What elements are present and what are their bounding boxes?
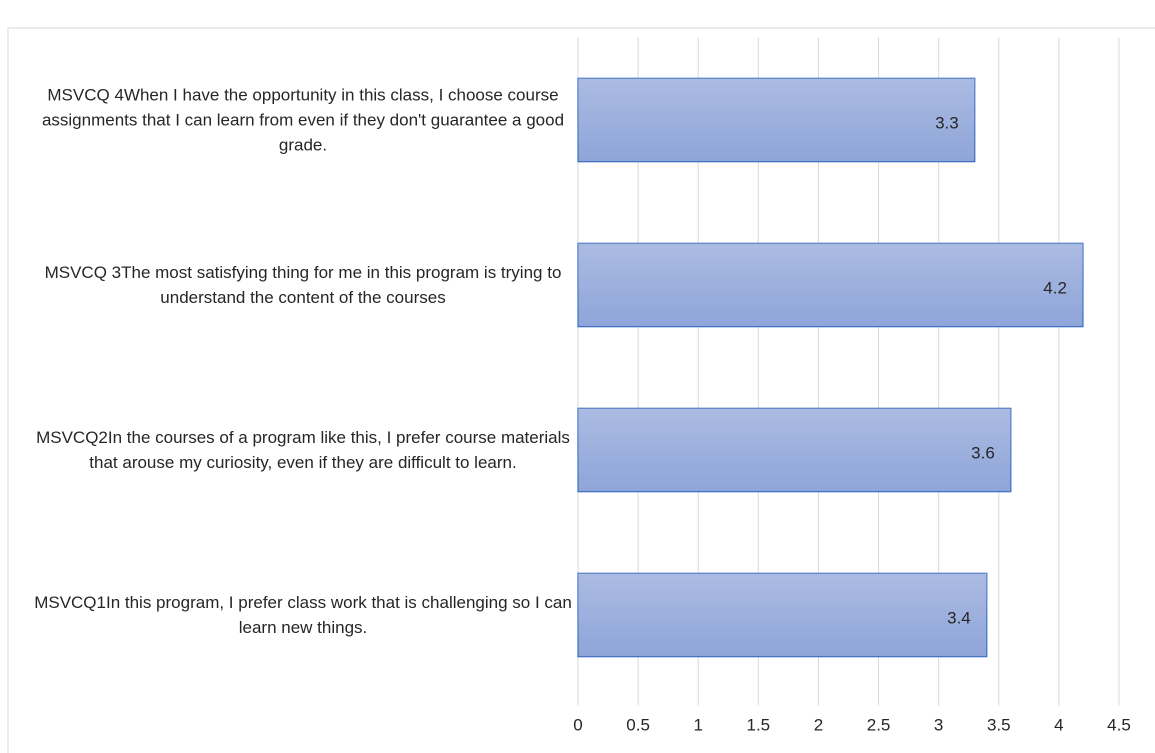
bar-shade	[578, 408, 1011, 492]
y-tick-label: MSVCQ2In the courses of a program like t…	[36, 428, 570, 472]
chart-border	[7, 27, 1155, 753]
y-tick-label: MSVCQ1In this program, I prefer class wo…	[34, 593, 572, 637]
value-label: 3.4	[947, 608, 971, 627]
x-tick-label: 2.5	[867, 715, 891, 734]
x-tick-label: 3.5	[987, 715, 1011, 734]
x-tick-label: 2	[814, 715, 823, 734]
value-label: 4.2	[1043, 278, 1067, 297]
bar-shade	[578, 573, 987, 657]
x-tick-label: 1.5	[747, 715, 771, 734]
y-tick-label: MSVCQ 3The most satisfying thing for me …	[44, 263, 562, 307]
x-tick-label: 1	[693, 715, 702, 734]
x-tick-label: 0	[573, 715, 582, 734]
x-tick-label: 0.5	[626, 715, 650, 734]
bar-shade	[578, 78, 975, 162]
x-tick-label: 3	[934, 715, 943, 734]
x-tick-label: 4	[1054, 715, 1063, 734]
x-tick-label: 4.5	[1107, 715, 1131, 734]
value-label: 3.6	[971, 443, 995, 462]
bar-shade	[578, 243, 1083, 327]
value-label: 3.3	[935, 113, 959, 132]
y-tick-label: MSVCQ 4When I have the opportunity in th…	[41, 85, 565, 155]
